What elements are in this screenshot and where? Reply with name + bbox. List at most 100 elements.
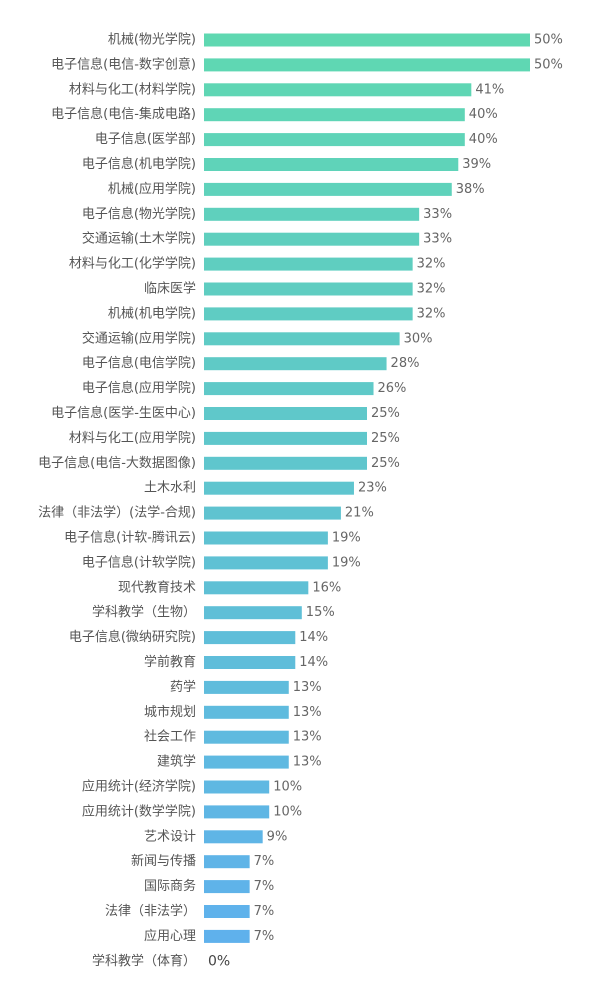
category-label: 电子信息(计软-腾讯云) <box>64 530 196 546</box>
bar <box>204 506 341 520</box>
category-label: 建筑学 <box>157 754 196 770</box>
category-label: 电子信息(应用学院) <box>82 380 196 396</box>
category-label: 电子信息(电信-大数据图像) <box>38 455 196 471</box>
value-label: 7% <box>254 904 275 919</box>
category-label: 电子信息(电信-数字创意) <box>51 56 196 72</box>
category-label: 电子信息(微纳研究院) <box>69 629 196 645</box>
value-label: 19% <box>332 531 361 546</box>
value-label: 21% <box>345 506 374 521</box>
bar <box>204 755 289 769</box>
value-label: 25% <box>371 431 400 446</box>
category-label: 艺术设计 <box>144 829 196 844</box>
bar <box>204 606 302 620</box>
bar <box>204 83 472 97</box>
bar <box>204 456 367 470</box>
value-label: 14% <box>299 630 328 645</box>
bar <box>204 780 270 794</box>
category-label: 法律（非法学） <box>105 903 196 919</box>
category-label: 交通运输(土木学院) <box>82 231 196 247</box>
bar <box>204 207 420 221</box>
bar <box>204 830 263 844</box>
value-label: 9% <box>267 829 288 844</box>
category-label: 现代教育技术 <box>118 579 196 595</box>
category-label: 机械(应用学院) <box>108 181 196 197</box>
value-label: 13% <box>293 755 322 770</box>
category-label: 材料与化工(化学学院) <box>69 256 196 272</box>
category-label: 电子信息(医学部) <box>95 131 196 147</box>
bar <box>204 581 309 595</box>
value-label: 10% <box>273 804 302 819</box>
value-label: 25% <box>371 406 400 421</box>
value-label: 41% <box>475 82 504 97</box>
category-label: 机械(物光学院) <box>108 32 196 48</box>
bar <box>204 307 413 321</box>
value-label: 50% <box>534 57 563 72</box>
value-label: 19% <box>332 555 361 570</box>
bar <box>204 158 459 171</box>
bar <box>204 232 420 246</box>
bar <box>204 631 296 645</box>
bar <box>204 108 465 122</box>
bar <box>204 182 452 196</box>
category-label: 土木水利 <box>144 481 196 496</box>
bar <box>204 481 354 495</box>
value-label: 14% <box>299 655 328 670</box>
value-label: 30% <box>404 331 433 346</box>
bar <box>204 257 413 271</box>
value-label: 32% <box>417 257 446 272</box>
category-label: 学科教学（体育） <box>92 953 196 969</box>
value-label: 50% <box>534 33 563 48</box>
category-label: 材料与化工(应用学院) <box>69 430 196 446</box>
value-label: 25% <box>371 456 400 471</box>
category-label: 社会工作 <box>144 729 196 745</box>
category-label: 机械(机电学院) <box>108 305 196 321</box>
category-label: 新闻与传播 <box>131 853 196 869</box>
bar <box>204 332 400 346</box>
category-label: 电子信息(医学-生医中心) <box>51 405 196 421</box>
category-label: 应用心理 <box>144 928 196 944</box>
value-label: 32% <box>417 282 446 297</box>
value-label: 40% <box>469 132 498 147</box>
category-label: 国际商务 <box>144 878 196 894</box>
bar <box>204 855 250 869</box>
bar <box>204 58 530 72</box>
bar <box>204 556 328 570</box>
category-label: 应用统计(经济学院) <box>82 779 196 795</box>
category-label: 电子信息(物光学院) <box>82 206 196 222</box>
bar <box>204 33 530 47</box>
value-label: 13% <box>293 705 322 720</box>
value-label: 39% <box>462 157 491 172</box>
category-label: 应用统计(数学学院) <box>82 803 196 819</box>
value-label: 40% <box>469 107 498 122</box>
value-label: 33% <box>423 207 452 222</box>
bar <box>204 531 328 545</box>
category-label: 城市规划 <box>144 704 196 720</box>
bar <box>204 680 289 694</box>
value-label: 0% <box>208 953 230 969</box>
category-label: 学科教学（生物） <box>92 604 196 620</box>
value-label: 26% <box>378 381 407 396</box>
bar <box>204 805 270 819</box>
bar <box>204 705 289 719</box>
value-label: 13% <box>293 730 322 745</box>
category-label: 学前教育 <box>144 654 196 670</box>
value-label: 33% <box>423 232 452 247</box>
value-label: 7% <box>254 929 275 944</box>
bar <box>204 905 250 918</box>
value-label: 38% <box>456 182 485 197</box>
bar <box>204 656 296 669</box>
bar <box>204 730 289 744</box>
category-label: 电子信息(电信学院) <box>82 355 196 371</box>
category-label: 交通运输(应用学院) <box>82 330 196 346</box>
value-label: 16% <box>312 580 341 595</box>
bar <box>204 880 250 894</box>
category-label: 电子信息(电信-集成电路) <box>51 106 196 122</box>
value-label: 7% <box>254 879 275 894</box>
value-label: 13% <box>293 680 322 695</box>
category-label: 电子信息(机电学院) <box>82 156 196 172</box>
bar <box>204 431 367 445</box>
value-label: 7% <box>254 854 275 869</box>
bar <box>204 407 367 420</box>
value-label: 15% <box>306 605 335 620</box>
